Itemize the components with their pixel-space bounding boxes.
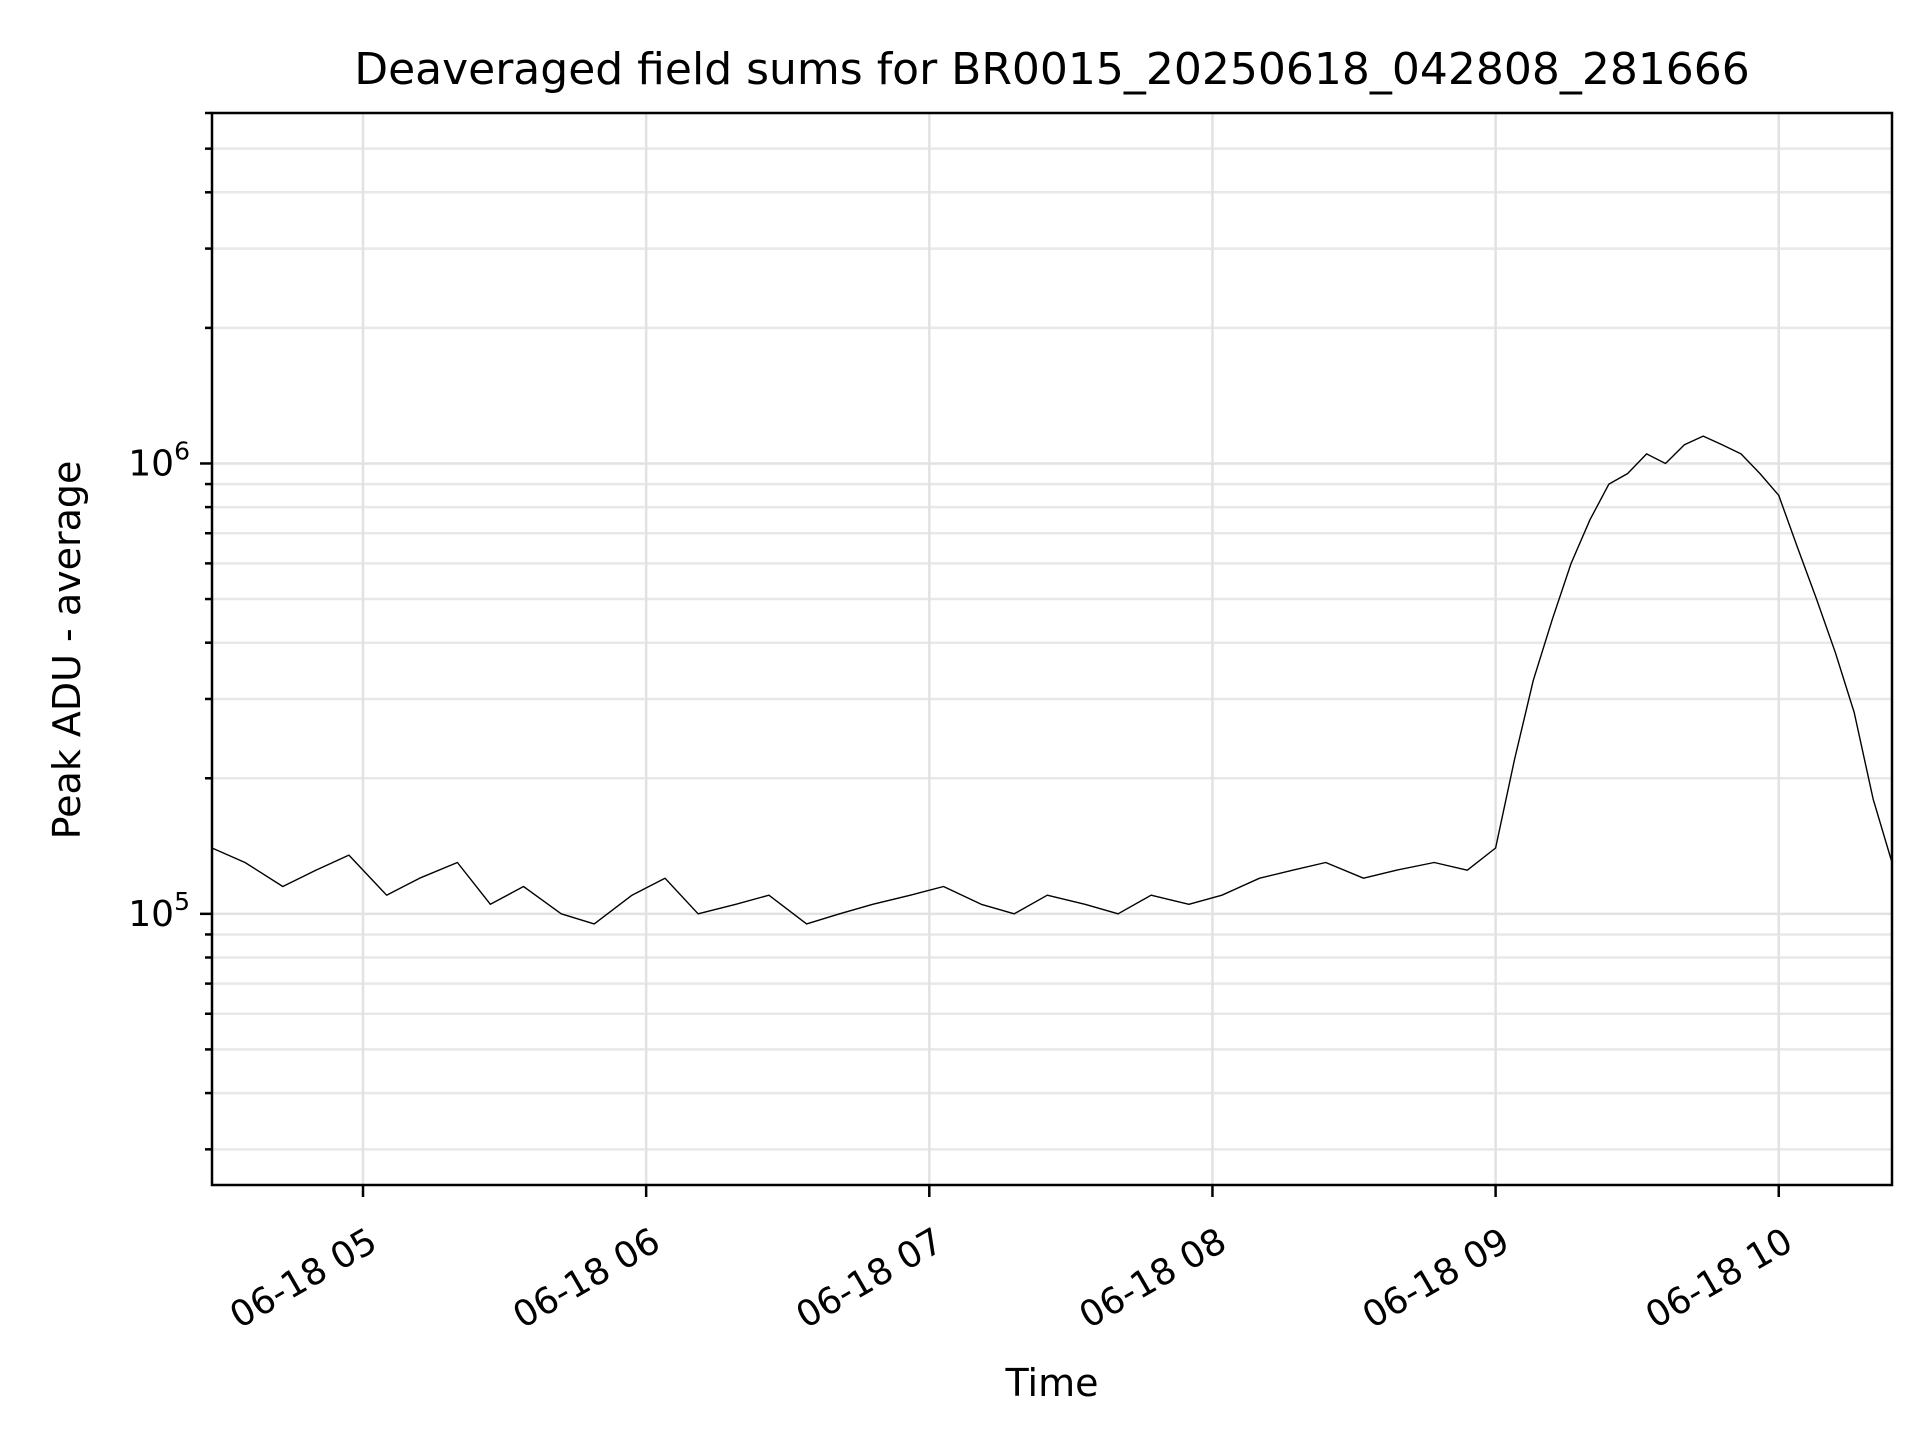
x-axis-label: Time	[1005, 1361, 1099, 1405]
y-tick-exponent: 6	[174, 436, 190, 465]
x-tick-label: 06-18 05	[223, 1221, 384, 1337]
y-tick-exponent: 5	[174, 887, 190, 916]
y-tick-label: 106	[128, 436, 190, 484]
x-tick-label: 06-18 10	[1639, 1221, 1800, 1337]
x-tick-label: 06-18 08	[1073, 1221, 1234, 1337]
chart-title: Deaveraged field sums for BR0015_2025061…	[354, 44, 1750, 95]
y-tick-label: 105	[128, 887, 190, 935]
x-tick-label: 06-18 09	[1356, 1221, 1517, 1337]
x-tick-label: 06-18 07	[790, 1221, 951, 1337]
x-tick-label: 06-18 06	[506, 1221, 667, 1337]
y-tick-base: 10	[128, 443, 174, 484]
plot-frame	[210, 111, 1894, 1187]
x-axis-ticks: 06-18 05 06-18 06 06-18 07 06-18 08 06-18 09…	[223, 1185, 1800, 1337]
y-tick-base: 10	[128, 894, 174, 935]
y-axis-label: Peak ADU - average	[45, 461, 89, 840]
series-layer	[211, 435, 1893, 925]
series-line	[211, 435, 1893, 925]
grid-layer	[212, 111, 1892, 1185]
